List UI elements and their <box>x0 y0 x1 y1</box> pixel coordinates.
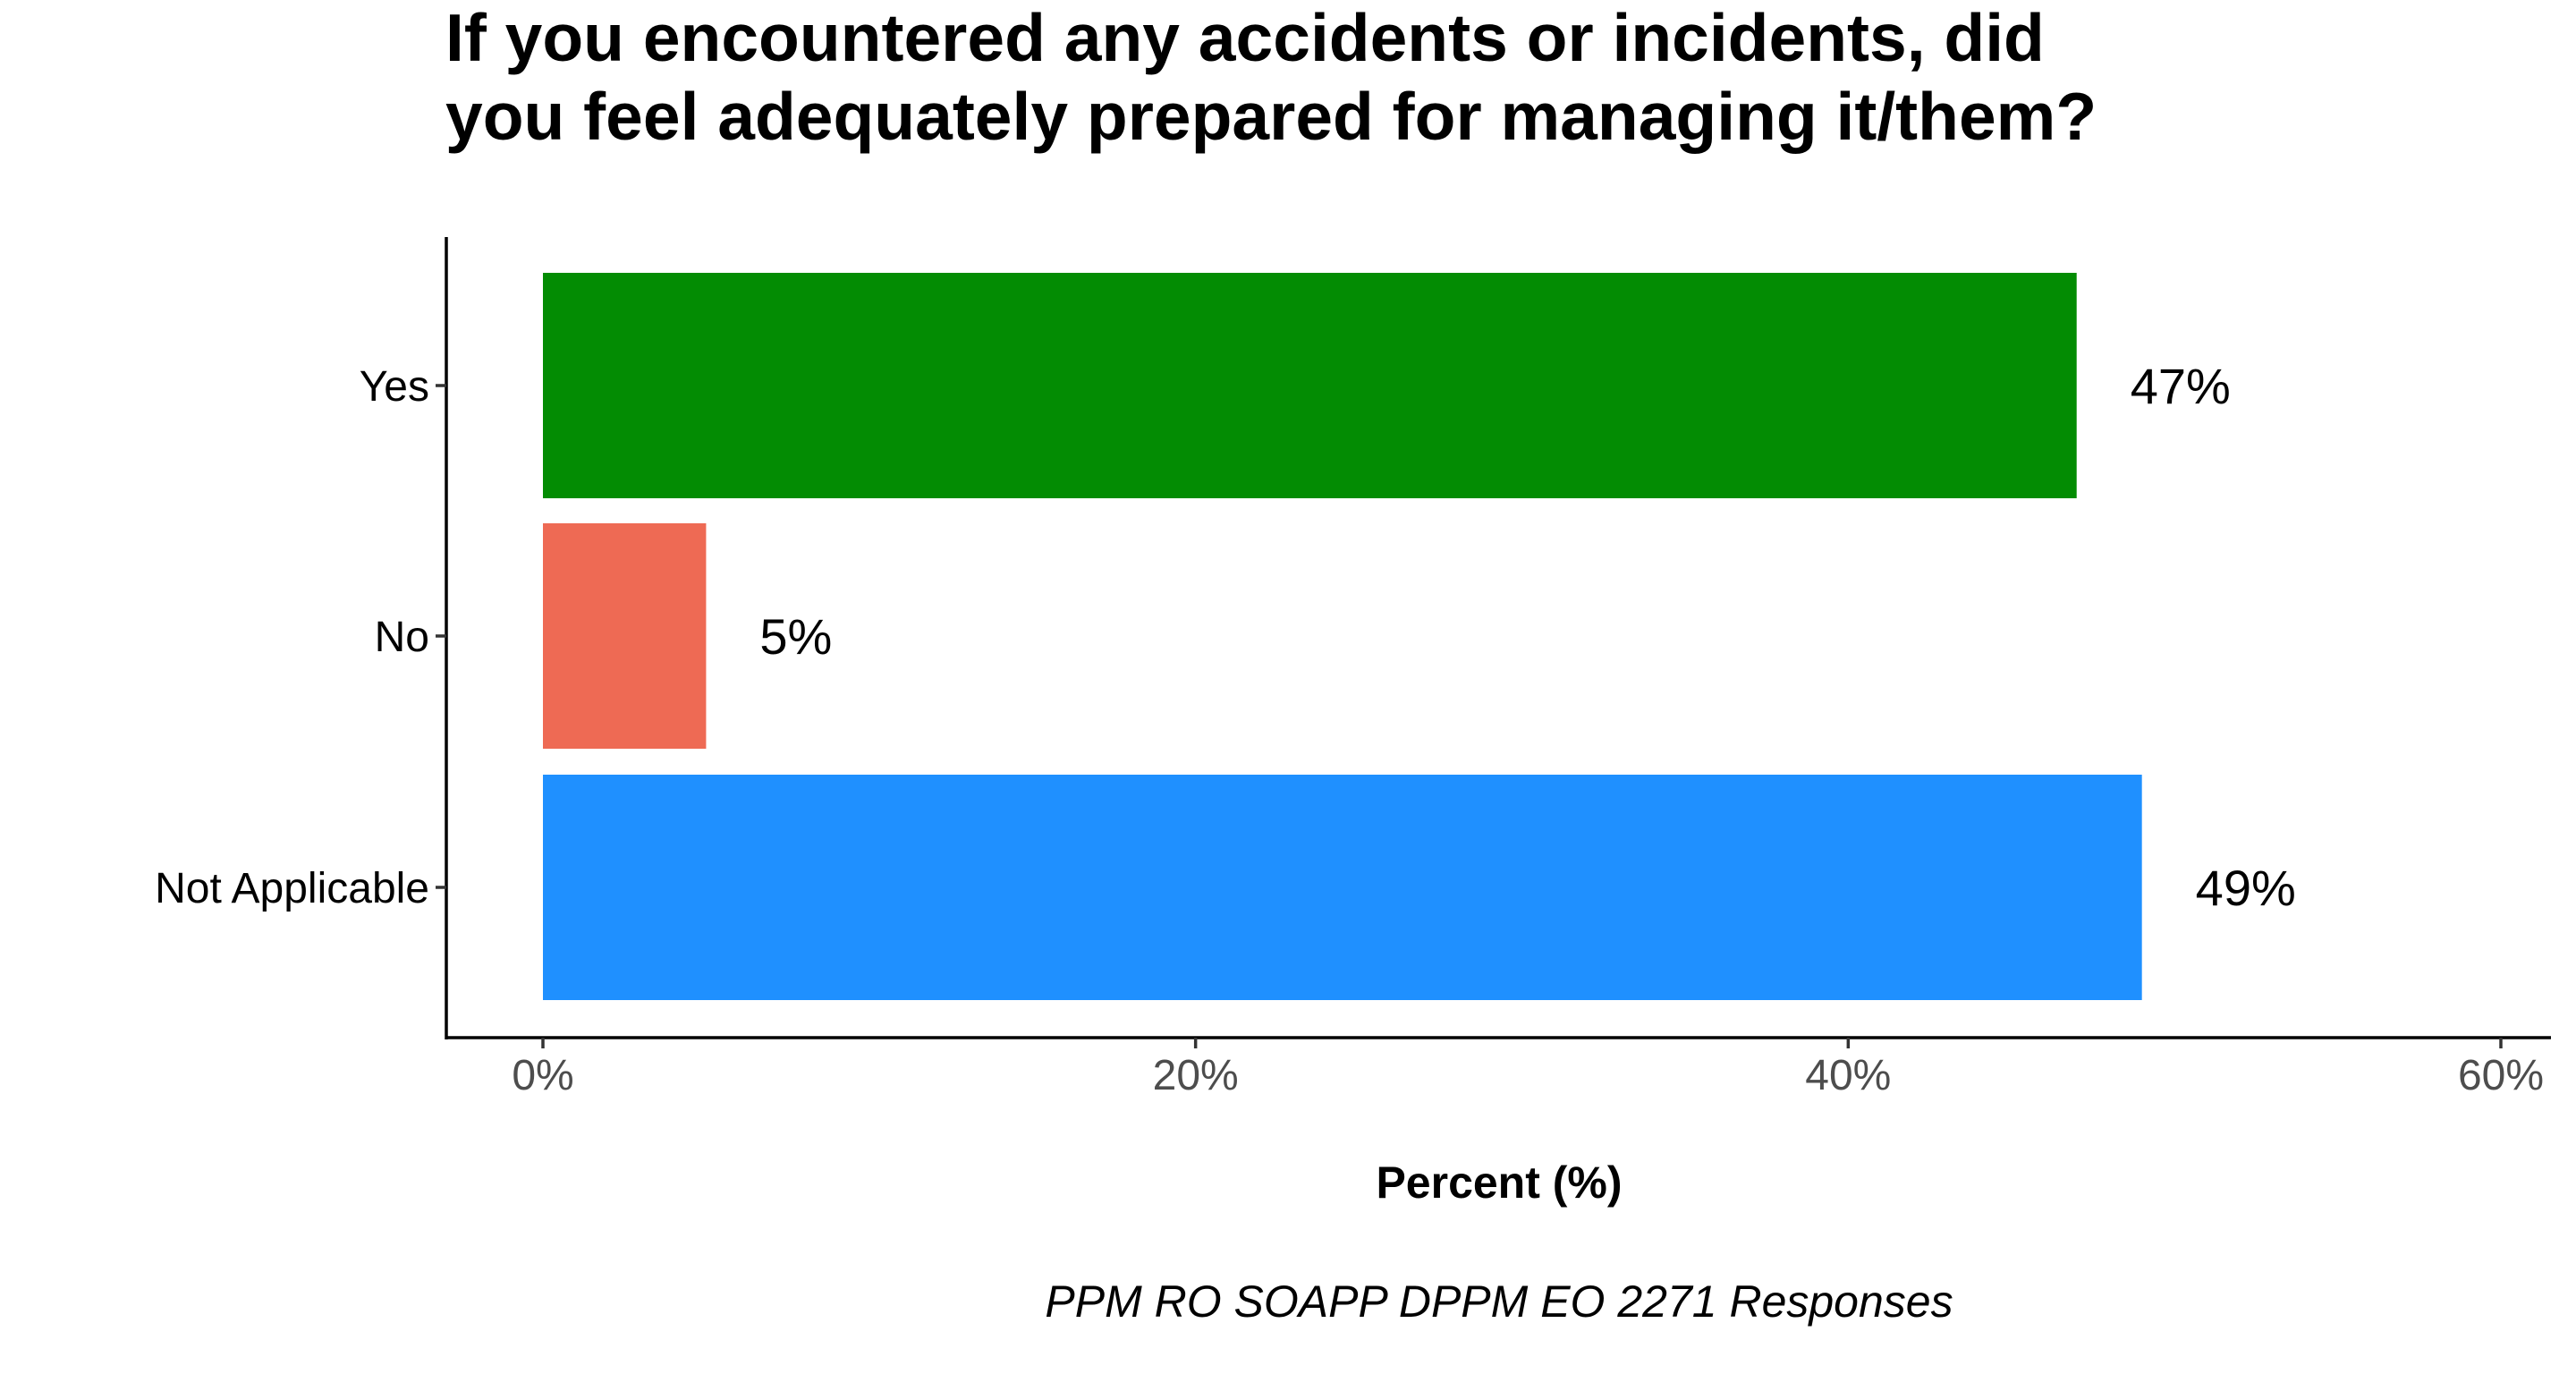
y-ticks: Yes No Not Applicable <box>155 363 446 912</box>
x-ticks: 0% 20% 40% 60% <box>512 1038 2544 1099</box>
chart-caption: PPM RO SOAPP DPPM EO 2271 Responses <box>1045 1276 1953 1327</box>
bars <box>543 273 2142 1000</box>
bar-not-applicable <box>543 775 2142 1000</box>
x-tick-label: 60% <box>2458 1052 2544 1099</box>
y-tick-label-yes: Yes <box>360 363 429 411</box>
bar-yes <box>543 273 2077 498</box>
x-tick-label: 0% <box>512 1052 573 1099</box>
x-tick-label: 20% <box>1153 1052 1239 1099</box>
y-tick-label-not-applicable: Not Applicable <box>155 865 429 912</box>
chart-title-line-1: If you encountered any accidents or inci… <box>445 0 2045 75</box>
data-label-not-applicable: 49% <box>2196 860 2296 916</box>
data-label-no: 5% <box>759 608 832 665</box>
bar-no <box>543 523 707 749</box>
x-axis-title: Percent (%) <box>1376 1158 1622 1208</box>
chart-title-line-2: you feel adequately prepared for managin… <box>445 79 2097 154</box>
data-labels: 47% 5% 49% <box>759 358 2295 916</box>
y-tick-label-no: No <box>375 614 429 661</box>
x-tick-label: 40% <box>1805 1052 1891 1099</box>
data-label-yes: 47% <box>2131 358 2231 414</box>
